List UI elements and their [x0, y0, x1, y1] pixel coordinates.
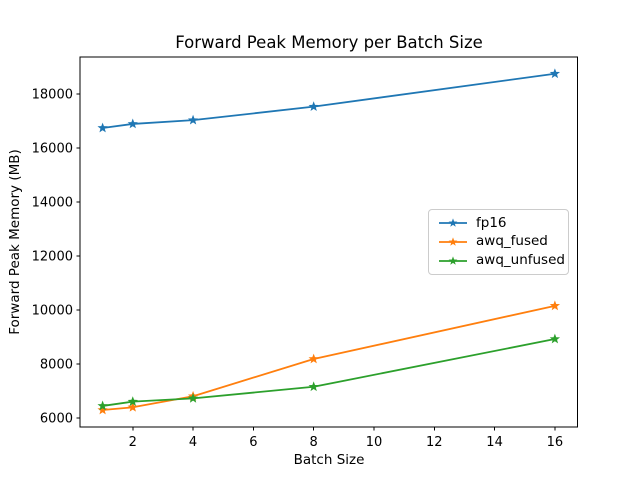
- y-tick-label: 16000: [32, 141, 73, 156]
- series-line-awq_unfused: [102, 338, 556, 407]
- legend-sample-fp16: [439, 218, 467, 228]
- x-tick-label: 2: [129, 435, 137, 450]
- data-point-awq_fused: [308, 353, 319, 364]
- data-point-awq_fused: [97, 404, 108, 415]
- y-tick-label: 12000: [32, 249, 73, 264]
- series-line-fp16: [102, 72, 556, 129]
- x-tick-label: 8: [310, 435, 318, 450]
- legend-entry-awq-unfused: awq_unfused: [438, 251, 565, 270]
- legend-marker-awq_fused: [448, 237, 458, 246]
- data-point-fp16: [308, 101, 319, 112]
- series-line-awq_fused: [102, 304, 556, 411]
- data-series: [97, 68, 561, 415]
- data-point-fp16: [187, 114, 199, 125]
- data-point-awq_fused: [549, 300, 561, 311]
- y-tick-label: 6000: [40, 411, 73, 426]
- data-point-fp16: [549, 68, 561, 79]
- data-point-awq_unfused: [308, 381, 319, 392]
- legend-sample-awq-unfused: [439, 256, 467, 265]
- legend-label-awq-unfused: awq_unfused: [476, 251, 565, 268]
- y-tick-label: 18000: [32, 87, 73, 102]
- data-point-awq_unfused: [97, 400, 108, 411]
- data-point-awq_unfused: [127, 396, 138, 406]
- data-point-awq_unfused: [187, 392, 199, 403]
- legend-label-awq-fused: awq_fused: [476, 233, 548, 250]
- y-axis-label: Forward Peak Memory (MB): [7, 149, 23, 335]
- axes-border: [79, 56, 578, 428]
- x-tick-label: 10: [366, 435, 383, 450]
- y-tick-label: 10000: [32, 303, 73, 318]
- legend-label-fp16: fp16: [476, 214, 507, 231]
- x-tick-label: 6: [249, 435, 257, 450]
- data-point-fp16: [127, 118, 138, 129]
- y-tick-label: 14000: [32, 195, 73, 210]
- x-axis-label: Batch Size: [294, 452, 365, 468]
- legend: fp16 awq_fused awq_unfused: [428, 209, 569, 275]
- data-point-awq_unfused: [549, 333, 561, 344]
- y-tick-label: 8000: [40, 357, 73, 372]
- x-tick-label: 4: [189, 435, 197, 450]
- data-point-fp16: [97, 122, 108, 133]
- axis-ticks: 2 4 6 8 10 12 14 16 6000 8000 10000 12000 14000 16000…: [32, 87, 564, 450]
- legend-sample-awq-fused: [439, 237, 467, 246]
- legend-marker-fp16: [448, 218, 458, 228]
- x-tick-label: 12: [426, 435, 443, 450]
- legend-entry-awq-fused: awq_fused: [438, 233, 562, 251]
- chart-title: Forward Peak Memory per Batch Size: [175, 33, 483, 52]
- axes-frame: [79, 56, 578, 428]
- x-tick-label: 16: [547, 435, 564, 450]
- data-point-awq_fused: [127, 401, 138, 412]
- x-tick-label: 14: [486, 435, 503, 450]
- legend-entry-fp16: fp16: [438, 214, 562, 232]
- legend-marker-awq_unfused: [448, 256, 458, 265]
